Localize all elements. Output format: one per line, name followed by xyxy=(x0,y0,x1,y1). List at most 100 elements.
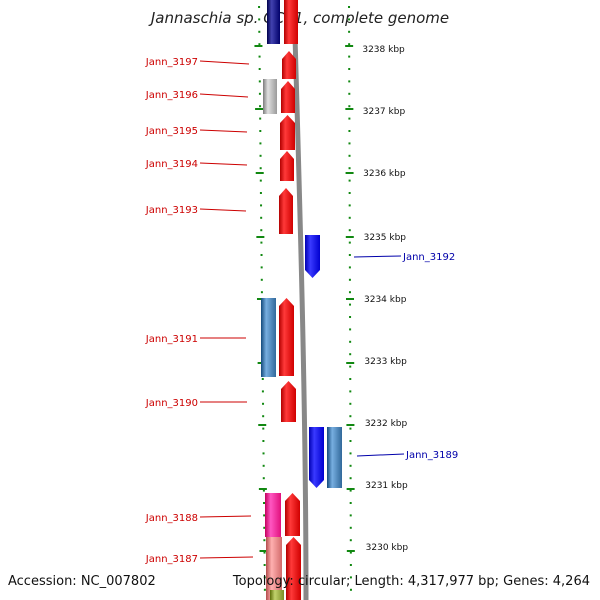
major-tick xyxy=(346,424,355,426)
tick-mark xyxy=(260,266,263,269)
tick-mark xyxy=(349,316,352,318)
tick-mark xyxy=(348,216,351,219)
gene-label[interactable]: Jann_3192 xyxy=(402,252,455,263)
feature-olive[interactable] xyxy=(270,590,284,600)
scale-label: 3235 kbp xyxy=(364,233,407,243)
tick-mark xyxy=(260,241,263,244)
tick-mark xyxy=(262,440,265,442)
tick-mark xyxy=(349,588,352,591)
gene-label[interactable]: Jann_3191 xyxy=(145,334,198,345)
gene-label[interactable]: Jann_3189 xyxy=(405,450,458,461)
gene-label[interactable]: Jann_3193 xyxy=(145,205,198,216)
gene-label[interactable]: Jann_3197 xyxy=(145,57,198,68)
gene-callouts: Jann_3197 Jann_3196 Jann_3195 Jann_3194 Jann… xyxy=(145,57,458,565)
tick-mark xyxy=(263,551,266,554)
gene-arrow-jann-3194[interactable] xyxy=(280,151,294,181)
tick-mark xyxy=(259,105,262,108)
tick-mark xyxy=(263,502,266,504)
tick-mark xyxy=(349,415,352,418)
feature-salmon[interactable] xyxy=(266,537,282,600)
tick-mark xyxy=(262,402,265,405)
tick-mark xyxy=(260,278,263,281)
major-tick xyxy=(259,550,268,552)
tick-mark xyxy=(348,80,351,83)
tick-mark xyxy=(348,30,351,33)
gene-arrow-jann-3195[interactable] xyxy=(280,115,295,150)
tick-mark xyxy=(349,564,352,566)
tick-mark xyxy=(348,117,351,120)
major-tick xyxy=(346,550,355,552)
tick-mark xyxy=(263,576,266,579)
tick-mark xyxy=(348,43,351,46)
tick-mark xyxy=(349,303,352,306)
feature-gray[interactable] xyxy=(263,79,277,114)
tick-mark xyxy=(259,130,262,132)
tick-mark xyxy=(260,254,263,256)
gene-arrow-jann-3197[interactable] xyxy=(282,51,296,79)
callout-line xyxy=(199,556,254,559)
gene-arrow-jann-3192[interactable] xyxy=(305,235,320,278)
tick-mark xyxy=(258,30,261,33)
gene-arrow-jann-3187[interactable] xyxy=(286,537,301,600)
gene-label[interactable]: Jann_3196 xyxy=(145,90,198,101)
tick-mark xyxy=(262,452,265,455)
callout-line xyxy=(199,60,250,65)
callout-line xyxy=(353,255,402,258)
tick-mark xyxy=(259,142,262,145)
accession-label: Accession: NC_007802 xyxy=(8,574,156,589)
gene-label[interactable]: Jann_3187 xyxy=(145,554,198,565)
gene-arrow-forward[interactable] xyxy=(284,0,298,44)
tick-mark xyxy=(348,266,351,269)
feature-navy[interactable] xyxy=(267,0,280,44)
tick-mark xyxy=(348,142,351,145)
tick-mark xyxy=(262,489,265,492)
genome-summary: Topology: circular; Length: 4,317,977 bp… xyxy=(232,574,590,589)
major-tick xyxy=(256,298,265,300)
major-tick xyxy=(346,488,355,490)
tick-mark xyxy=(259,179,262,182)
major-tick xyxy=(254,45,263,47)
scale-label: 3234 kbp xyxy=(364,295,407,305)
scale-label: 3231 kbp xyxy=(365,481,408,491)
gene-arrow-jann-3196[interactable] xyxy=(281,81,295,113)
tick-mark xyxy=(258,18,261,21)
gene-label[interactable]: Jann_3194 xyxy=(145,159,198,170)
gene-label[interactable]: Jann_3188 xyxy=(145,513,198,524)
tick-mark xyxy=(258,92,261,95)
tick-mark xyxy=(348,154,351,157)
tick-mark xyxy=(349,464,352,467)
tick-mark xyxy=(348,204,351,207)
major-tick xyxy=(255,172,264,174)
tick-mark xyxy=(349,539,352,542)
feature-track xyxy=(261,0,342,600)
major-tick xyxy=(256,236,265,238)
gene-arrow-jann-3193[interactable] xyxy=(279,188,293,234)
tick-mark xyxy=(349,576,352,579)
major-tick xyxy=(258,424,267,426)
tick-mark xyxy=(263,539,266,542)
tick-mark xyxy=(259,167,262,170)
gene-arrow-jann-3191[interactable] xyxy=(279,298,294,376)
callout-line xyxy=(199,93,249,98)
gene-arrow-jann-3188[interactable] xyxy=(285,493,300,536)
scale-label: 3236 kbp xyxy=(363,169,406,179)
tick-mark xyxy=(259,192,262,194)
gene-label[interactable]: Jann_3195 xyxy=(145,126,198,137)
tick-mark xyxy=(263,564,266,566)
tick-mark xyxy=(349,365,352,368)
tick-mark xyxy=(348,192,351,194)
tick-mark xyxy=(259,154,262,157)
tick-mark xyxy=(258,6,261,8)
scale-label: 3238 kbp xyxy=(362,45,405,55)
feature-steel[interactable] xyxy=(261,298,276,377)
callout-line xyxy=(199,162,248,166)
major-tick xyxy=(346,362,355,364)
major-tick xyxy=(258,488,267,490)
gene-label[interactable]: Jann_3190 xyxy=(145,398,198,409)
gene-arrow-jann-3189[interactable] xyxy=(309,427,324,488)
major-tick xyxy=(255,108,264,110)
tick-mark xyxy=(263,514,266,517)
feature-pink[interactable] xyxy=(265,493,281,537)
gene-arrow-jann-3190[interactable] xyxy=(281,381,296,422)
feature-steel[interactable] xyxy=(327,427,342,488)
